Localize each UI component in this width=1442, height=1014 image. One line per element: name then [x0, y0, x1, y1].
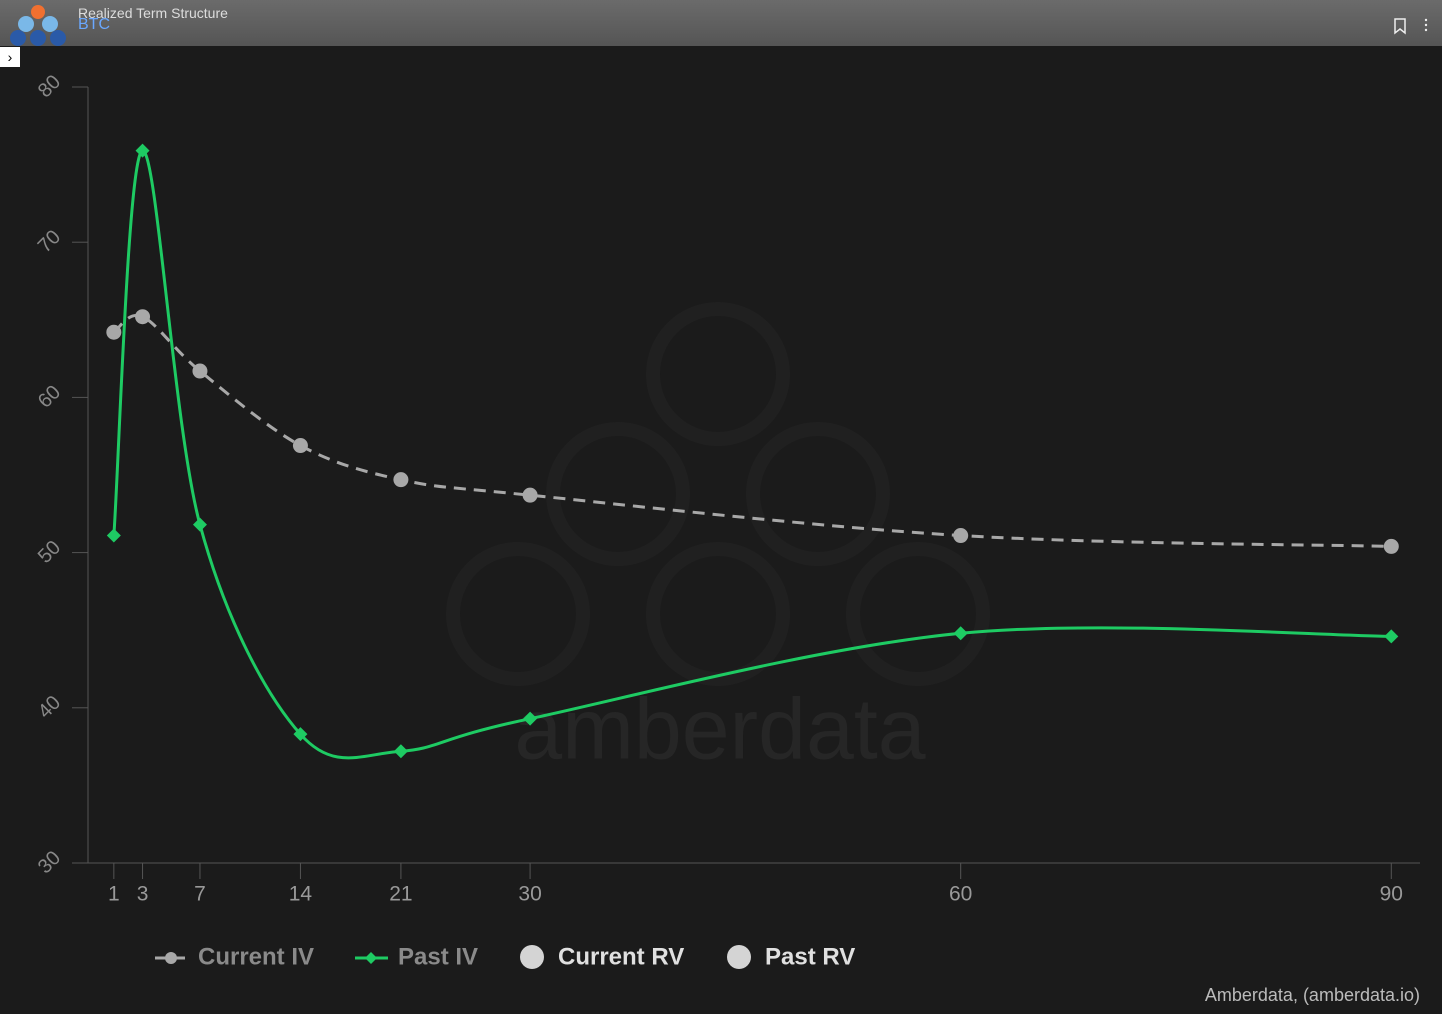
subtitle: BTC — [78, 16, 110, 33]
data-point — [1384, 629, 1399, 644]
y-tick-label: 50 — [34, 536, 65, 567]
y-tick-label: 80 — [34, 71, 65, 102]
logo — [10, 5, 66, 46]
legend-label: Current RV — [558, 943, 684, 970]
credit: Amberdata, (amberdata.io) — [1205, 985, 1420, 1005]
data-point — [192, 363, 208, 379]
data-point — [393, 472, 409, 488]
title: Realized Term Structure — [78, 5, 228, 21]
chart: amberdata Amberdata, (amberdata.io) 30 40… — [34, 71, 1420, 1005]
header: Realized Term Structure BTC — [0, 0, 1442, 46]
data-point — [135, 309, 151, 325]
x-tick-label: 30 — [518, 883, 541, 906]
legend-label: Past IV — [398, 943, 478, 970]
x-tick-label: 1 — [108, 883, 120, 906]
legend-marker — [520, 945, 544, 969]
data-point — [393, 744, 408, 759]
data-point — [522, 487, 538, 503]
data-point — [292, 438, 308, 454]
x-tick-label: 14 — [289, 883, 313, 906]
data-point — [523, 711, 538, 726]
data-point — [192, 517, 207, 532]
series-line — [112, 149, 1392, 760]
x-tick-label: 21 — [389, 883, 412, 906]
legend-marker — [165, 952, 177, 964]
data-point — [135, 143, 150, 158]
data-point — [106, 324, 122, 340]
legend-marker — [365, 952, 377, 964]
expand-button[interactable]: › — [0, 47, 20, 67]
series-line — [112, 313, 1392, 548]
y-tick-label: 40 — [34, 692, 65, 723]
legend-label: Current IV — [198, 943, 314, 970]
toolbar-icons[interactable] — [1390, 0, 1430, 46]
x-tick-label: 60 — [949, 883, 972, 906]
x-tick-label: 90 — [1380, 883, 1403, 906]
data-point — [293, 727, 308, 742]
data-point — [106, 528, 121, 543]
data-point — [1383, 538, 1399, 554]
x-tick-label: 7 — [194, 883, 206, 906]
watermark-logo — [446, 302, 990, 686]
y-tick-label: 60 — [34, 381, 65, 412]
y-tick-label: 70 — [34, 226, 65, 257]
legend-marker — [727, 945, 751, 969]
y-tick-label: 30 — [34, 847, 65, 878]
watermark: amberdata — [514, 682, 925, 778]
data-point — [953, 626, 968, 641]
legend-label: Past RV — [765, 943, 855, 970]
x-tick-label: 3 — [137, 883, 149, 906]
data-point — [953, 528, 969, 544]
